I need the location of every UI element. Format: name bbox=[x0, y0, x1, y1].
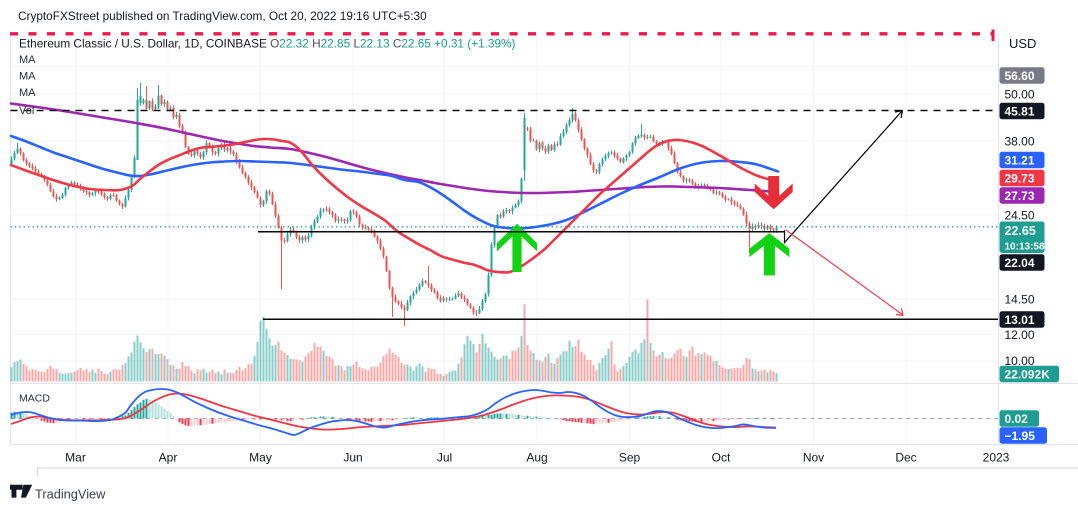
svg-text:31.21: 31.21 bbox=[1005, 153, 1035, 167]
svg-text:Sep: Sep bbox=[619, 451, 641, 465]
svg-text:Dec: Dec bbox=[895, 451, 916, 465]
svg-text:Jun: Jun bbox=[343, 451, 362, 465]
svg-text:27.73: 27.73 bbox=[1005, 189, 1035, 203]
svg-text:12.00: 12.00 bbox=[1005, 328, 1035, 342]
svg-text:−1.95: −1.95 bbox=[1005, 429, 1036, 443]
svg-text:38.00: 38.00 bbox=[1005, 134, 1035, 148]
svg-text:24.50: 24.50 bbox=[1005, 208, 1035, 222]
svg-text:22.092K: 22.092K bbox=[1005, 367, 1051, 381]
svg-text:Nov: Nov bbox=[803, 451, 824, 465]
svg-text:50.00: 50.00 bbox=[1005, 87, 1035, 101]
svg-text:13.01: 13.01 bbox=[1005, 313, 1035, 327]
svg-text:Apr: Apr bbox=[159, 451, 178, 465]
svg-text:MA: MA bbox=[19, 71, 36, 83]
svg-text:10.00: 10.00 bbox=[1005, 354, 1035, 368]
svg-text:MA: MA bbox=[19, 54, 36, 66]
svg-text:0.02: 0.02 bbox=[1005, 412, 1029, 426]
svg-text:22.65: 22.65 bbox=[1005, 224, 1036, 238]
svg-text:MACD: MACD bbox=[19, 393, 50, 405]
svg-text:CryptoFXStreet published on Tr: CryptoFXStreet published on TradingView.… bbox=[18, 9, 427, 23]
svg-text:14.50: 14.50 bbox=[1005, 292, 1035, 306]
svg-text:Ethereum Classic / U.S. Dollar: Ethereum Classic / U.S. Dollar, 1D, COIN… bbox=[19, 37, 516, 51]
svg-text:USD: USD bbox=[1009, 36, 1036, 51]
svg-text:10:13:58: 10:13:58 bbox=[1005, 242, 1045, 253]
svg-text:MA: MA bbox=[19, 87, 36, 99]
svg-text:29.73: 29.73 bbox=[1005, 171, 1035, 185]
svg-text:22.04: 22.04 bbox=[1005, 256, 1035, 270]
svg-text:May: May bbox=[249, 451, 272, 465]
svg-text:Vol: Vol bbox=[19, 105, 34, 117]
svg-text:TradingView: TradingView bbox=[35, 487, 106, 502]
svg-text:Oct: Oct bbox=[712, 451, 731, 465]
svg-text:Aug: Aug bbox=[526, 451, 547, 465]
svg-text:Mar: Mar bbox=[65, 451, 86, 465]
svg-text:45.81: 45.81 bbox=[1005, 104, 1035, 118]
svg-text:Jul: Jul bbox=[437, 451, 452, 465]
svg-text:2023: 2023 bbox=[983, 451, 1010, 465]
svg-text:56.60: 56.60 bbox=[1005, 69, 1035, 83]
